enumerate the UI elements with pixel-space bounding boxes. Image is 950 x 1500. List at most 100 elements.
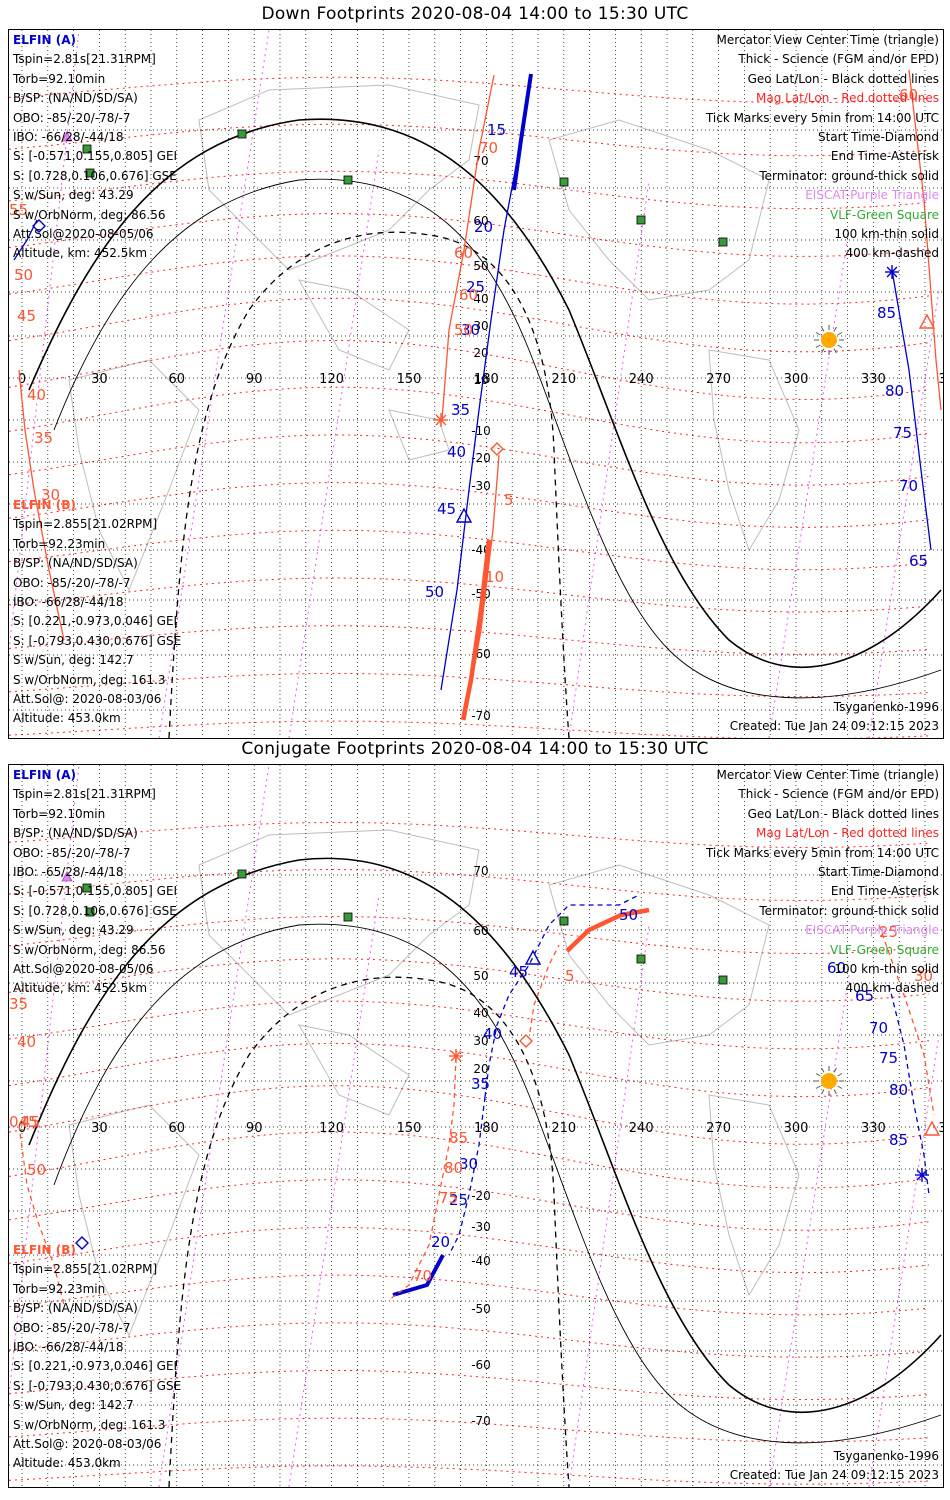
model-name: Tsyganenko-1996 [833, 700, 939, 714]
elfin-a-time-label: 65 [855, 987, 874, 1005]
legend-item: Thick - Science (FGM and/or EPD) [738, 52, 939, 67]
elfin-a-time-label: 45 [437, 500, 456, 518]
legend-item: Geo Lat/Lon - Black dotted lines [747, 806, 939, 821]
created-date: Created: Tue Jan 24 09:12:15 2023 [729, 1468, 939, 1483]
continent-outline [548, 864, 770, 1046]
elfin-b-info: ELFIN (B) Tspin=2.855[21.02RPM] Torb=92.… [13, 1241, 181, 1474]
elfin-b-info: ELFIN (B) Tspin=2.855[21.02RPM] Torb=92.… [13, 496, 181, 729]
sun-ray [833, 1067, 837, 1073]
map-canvas: 0306090120150180210240270300330360706050… [9, 765, 943, 1487]
start-diamond [75, 1236, 89, 1250]
elfin-b-time-label: 60 [454, 244, 473, 262]
terminator-ground [28, 118, 942, 669]
continent-outline [548, 119, 770, 301]
terminator-100km [53, 178, 942, 699]
legend-item: 400 km-dashed [845, 246, 939, 261]
elfin-a-time-label: 15 [487, 121, 506, 139]
info-line: S w/OrbNorm, deg: 86.56 [13, 207, 166, 222]
elfin-b-time-label: 5 [504, 491, 514, 509]
mag-lat-line [9, 1042, 930, 1098]
info-line: S w/Sun, deg: 142.7 [13, 1398, 134, 1413]
elfin-b-track-east [908, 69, 942, 411]
mag-lat-label: 50 [27, 1161, 46, 1179]
continent-outline [198, 84, 480, 271]
center-time-triangle [524, 949, 542, 965]
mag-lat-label: 40 [17, 1033, 36, 1051]
lon-tick-label: 180 [474, 1121, 499, 1136]
sun-ray [821, 326, 825, 332]
lat-tick-label: 10 [473, 373, 488, 387]
info-line: S: [-0.571,0.155,0.805] GEI [13, 149, 178, 164]
info-line: IBO: -66/28/-44/18 [13, 594, 124, 609]
mag-lat-line [9, 339, 930, 401]
mag-lat-line [9, 958, 930, 1002]
lon-tick-label: 60 [169, 1121, 186, 1136]
info-line: S w/Sun, deg: 43.29 [13, 188, 134, 203]
legend-item: Tick Marks every 5min from 14:00 UTC [705, 110, 939, 125]
elfin-a-time-label: 20 [431, 1233, 450, 1251]
vlf-station-marker [559, 177, 569, 187]
mag-lat-line [9, 213, 930, 257]
lon-tick-label: 120 [319, 372, 344, 387]
elfin-a-time-label: 50 [425, 583, 444, 601]
legend: Mercator View Center Time (triangle) Thi… [706, 766, 939, 999]
elfin-a-time-label: 85 [889, 1131, 908, 1149]
sun-ray [815, 1073, 821, 1077]
end-asterisk [916, 1169, 928, 1181]
sun-icon [821, 1073, 837, 1089]
info-line: S: [-0.793,0.430,0.676] GSE [13, 633, 182, 648]
terminator-400km [168, 231, 570, 738]
elfin-a-time-label: 20 [474, 218, 493, 236]
info-line: S: [-0.793,0.430,0.676] GSE [13, 1378, 182, 1393]
info-line: Att.Sol@2020-08-05/06 [13, 226, 154, 241]
legend-item: Start Time-Diamond [817, 864, 939, 879]
lon-tick-label: 60 [169, 372, 186, 387]
mag-lat-label: 45 [21, 1113, 40, 1131]
mag-lat-line [9, 1179, 930, 1231]
elfin-a-info: ELFIN (A) Tspin=2.81s[21.31RPM] Torb=92.… [13, 31, 177, 264]
legend-item: Mag Lat/Lon - Red dotted lines [755, 91, 939, 106]
lon-tick-label: 180 [474, 372, 499, 387]
lat-tick-label: -10 [471, 424, 491, 438]
legend-item: EISCAT-Purple Triangle [805, 188, 939, 203]
legend-item: Mag Lat/Lon - Red dotted lines [755, 826, 939, 841]
mag-lat-line [9, 625, 930, 655]
mag-lat-label: 60 [459, 286, 478, 304]
continent-outline [68, 359, 200, 592]
elfin-b-track-west [18, 369, 65, 641]
legend-item: End Time-Asterisk [830, 149, 939, 164]
info-line: Tspin=2.855[21.02RPM] [13, 1262, 158, 1277]
elfin-b-track-lower [388, 1056, 457, 1301]
vlf-station-marker [636, 954, 646, 964]
mag-lat-line [9, 76, 930, 104]
sun-ray [837, 332, 843, 336]
mag-lat-line [9, 1131, 930, 1189]
mag-lon-line [9, 765, 80, 1396]
sun-ray [837, 344, 843, 348]
lat-tick-label: -60 [471, 1358, 491, 1372]
end-asterisk [886, 266, 898, 278]
mag-lat-line [9, 386, 930, 444]
vlf-station-marker [85, 907, 95, 917]
lon-tick-label: 300 [784, 1121, 809, 1136]
continent-outline [68, 1104, 200, 1337]
mag-lon-line [868, 1034, 940, 1487]
mag-lon-line [288, 149, 380, 738]
mag-lon-line [768, 974, 850, 1487]
panel-title: Conjugate Footprints 2020-08-04 14:00 to… [241, 739, 709, 759]
lon-tick-label: 210 [551, 372, 576, 387]
info-line: B/SP: (NA/ND/SD/SA) [13, 1301, 138, 1316]
footer-right: Tsyganenko-1996 Created: Tue Jan 24 09:1… [730, 698, 939, 737]
sun-ray [837, 1085, 843, 1089]
sun-ray [821, 348, 825, 354]
lon-tick-label: 210 [551, 1121, 576, 1136]
info-line: Altitude: 453.0km [13, 711, 121, 726]
mag-lon-line [158, 765, 270, 1487]
sun-ray [821, 1067, 825, 1073]
legend-item: EISCAT-Purple Triangle [805, 923, 939, 938]
info-line: Altitude, km: 452.5km [13, 246, 148, 261]
info-line: IBO: -66/28/-44/18 [13, 129, 124, 144]
start-diamond [490, 442, 504, 456]
vlf-station-marker [343, 175, 353, 185]
info-line: B/SP: (NA/ND/SD/SA) [13, 826, 138, 841]
